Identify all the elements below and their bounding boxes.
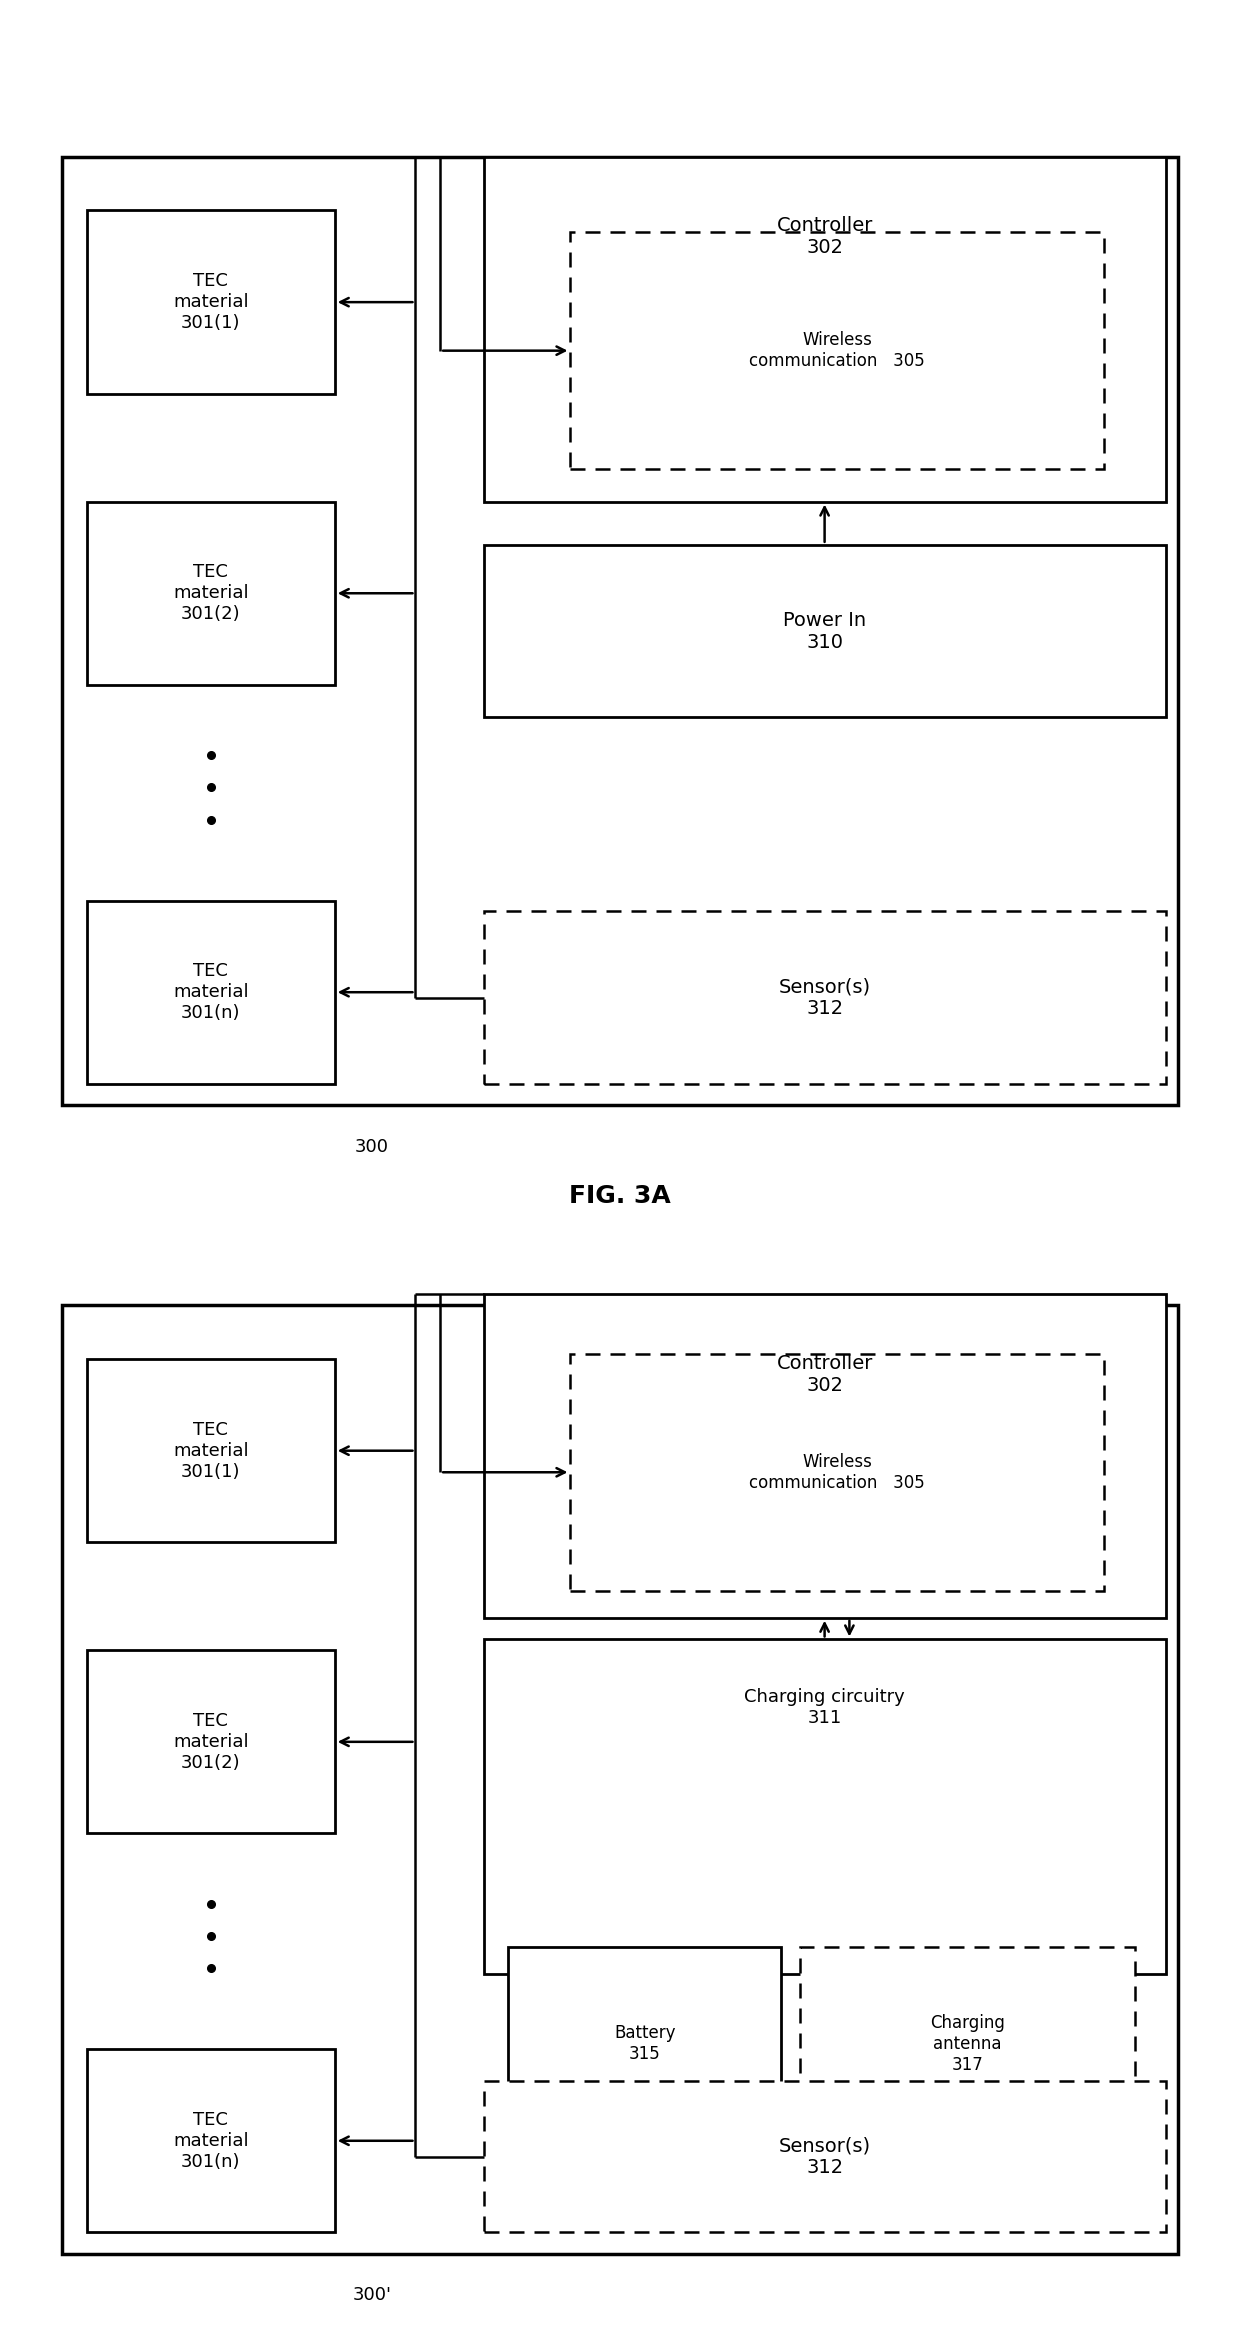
- Text: Sensor(s)
312: Sensor(s) 312: [779, 2135, 870, 2178]
- Bar: [62, 157, 1178, 1106]
- Bar: [87, 211, 335, 394]
- Bar: [87, 1360, 335, 1542]
- Text: 300': 300': [352, 2285, 392, 2304]
- Text: Controller
302: Controller 302: [776, 1355, 873, 1395]
- Text: Battery
315: Battery 315: [614, 2025, 676, 2063]
- Bar: [87, 1650, 335, 1833]
- Bar: [484, 912, 1166, 1083]
- Bar: [800, 1946, 1135, 2140]
- Bar: [484, 1638, 1166, 1974]
- Text: Power In
310: Power In 310: [782, 609, 867, 652]
- Text: Sensor(s)
312: Sensor(s) 312: [779, 977, 870, 1017]
- Text: TEC
material
301(1): TEC material 301(1): [174, 272, 248, 333]
- Bar: [570, 1352, 1104, 1592]
- Bar: [484, 544, 1166, 717]
- Text: Wireless
communication   305: Wireless communication 305: [749, 1453, 925, 1491]
- Bar: [87, 2049, 335, 2231]
- Bar: [87, 900, 335, 1083]
- Bar: [570, 232, 1104, 469]
- Bar: [484, 2081, 1166, 2231]
- Bar: [484, 157, 1166, 502]
- Text: Charging circuitry
311: Charging circuitry 311: [744, 1688, 905, 1728]
- Text: TEC
material
301(2): TEC material 301(2): [174, 1711, 248, 1772]
- Text: TEC
material
301(1): TEC material 301(1): [174, 1420, 248, 1481]
- Text: TEC
material
301(2): TEC material 301(2): [174, 563, 248, 624]
- Text: TEC
material
301(n): TEC material 301(n): [174, 2112, 248, 2171]
- Text: FIG. 3A: FIG. 3A: [569, 1184, 671, 1207]
- Bar: [87, 502, 335, 684]
- Text: Controller
302: Controller 302: [776, 216, 873, 258]
- Text: TEC
material
301(n): TEC material 301(n): [174, 963, 248, 1022]
- Text: Charging
antenna
317: Charging antenna 317: [930, 2013, 1004, 2074]
- Text: 300: 300: [355, 1137, 389, 1156]
- Bar: [508, 1946, 781, 2140]
- Bar: [62, 1306, 1178, 2255]
- Text: Wireless
communication   305: Wireless communication 305: [749, 331, 925, 370]
- Bar: [484, 1294, 1166, 1617]
